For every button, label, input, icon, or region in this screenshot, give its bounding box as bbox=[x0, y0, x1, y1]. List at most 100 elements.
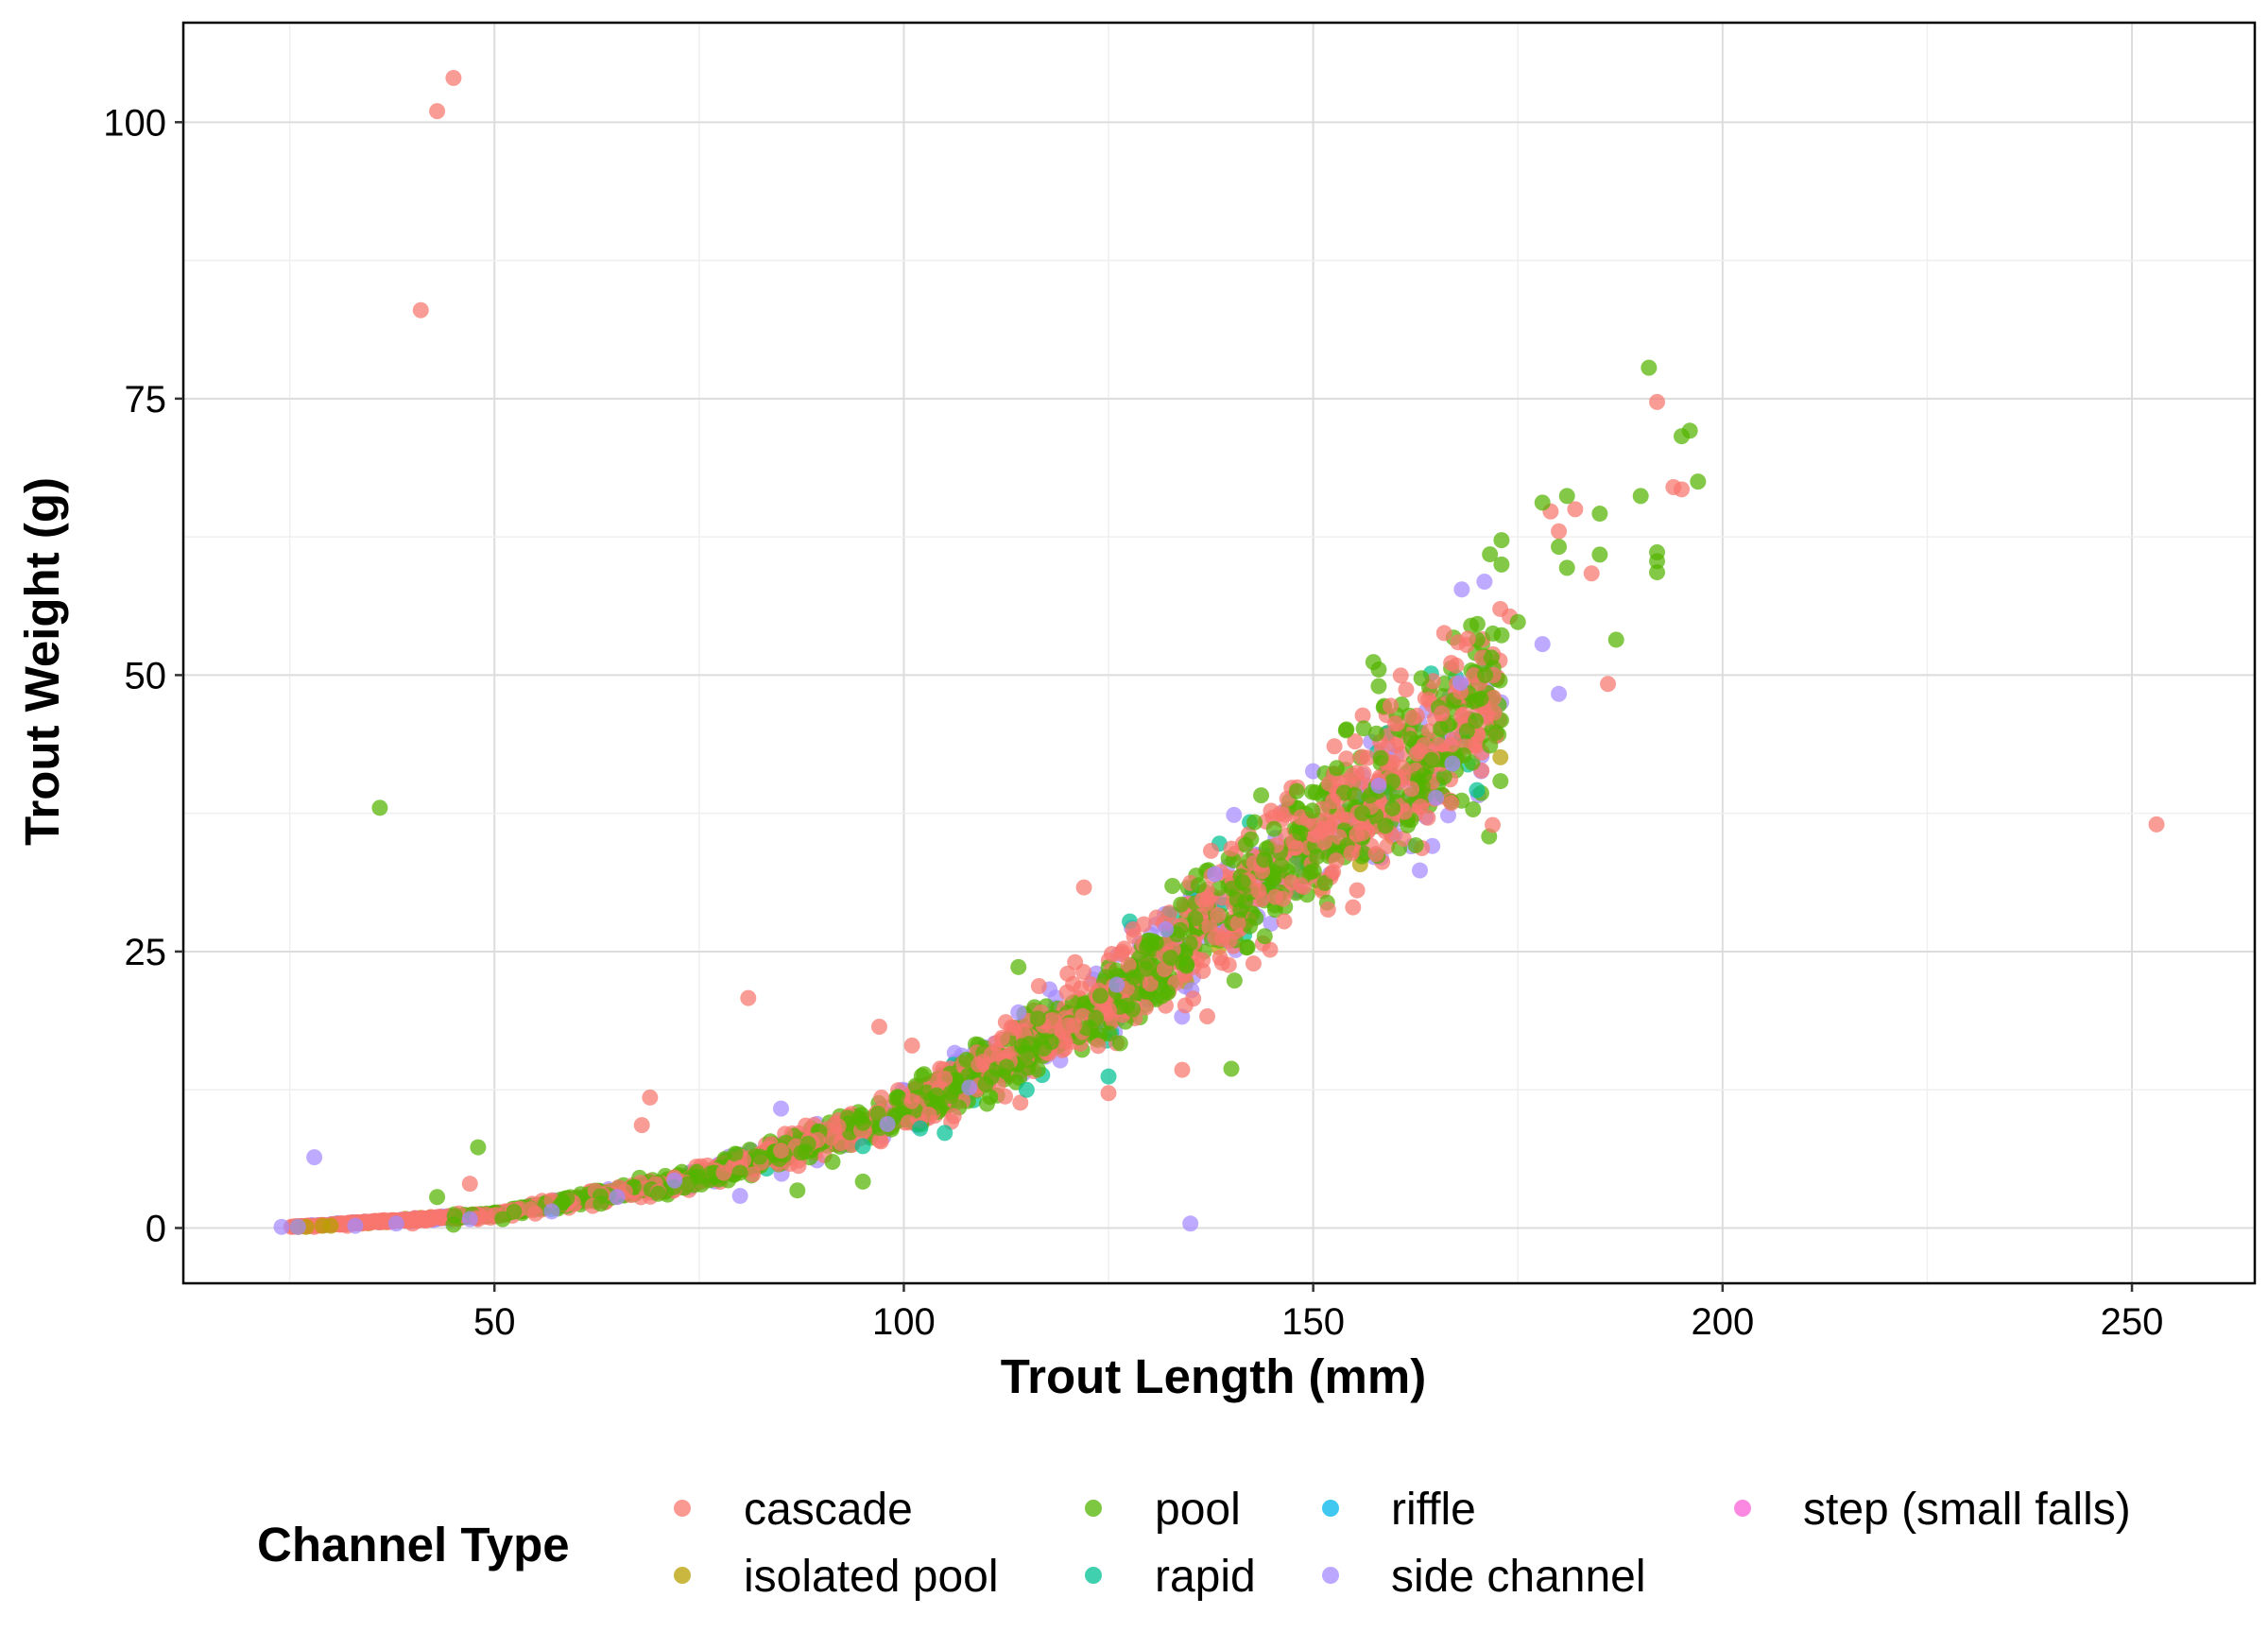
point-pool bbox=[797, 1143, 814, 1160]
point-pool bbox=[1641, 359, 1658, 376]
point-cascade bbox=[1486, 704, 1503, 721]
point-side-channel bbox=[306, 1149, 323, 1166]
point-pool bbox=[1372, 749, 1389, 766]
point-side-channel bbox=[961, 1079, 978, 1096]
point-pool bbox=[1177, 957, 1194, 974]
point-cascade bbox=[1674, 481, 1691, 498]
point-cascade bbox=[1030, 978, 1047, 995]
point-cascade bbox=[1199, 1007, 1216, 1024]
point-cascade bbox=[642, 1089, 659, 1106]
point-cascade bbox=[1114, 943, 1131, 960]
point-cascade bbox=[971, 1056, 988, 1074]
point-pool bbox=[1558, 559, 1575, 576]
point-side-channel bbox=[273, 1218, 290, 1235]
point-cascade bbox=[1059, 965, 1076, 982]
point-cascade bbox=[1392, 667, 1409, 684]
point-pool bbox=[1304, 802, 1321, 819]
point-pool bbox=[731, 1164, 748, 1181]
point-rapid bbox=[854, 1138, 871, 1155]
point-cascade bbox=[1403, 781, 1420, 798]
x-tick-label: 200 bbox=[1691, 1301, 1754, 1343]
point-cascade bbox=[1354, 748, 1371, 765]
point-cascade bbox=[1276, 913, 1293, 930]
point-side-channel bbox=[609, 1189, 626, 1206]
point-pool bbox=[1091, 988, 1108, 1005]
point-cascade bbox=[870, 1019, 887, 1036]
point-pool bbox=[1607, 631, 1624, 648]
point-pool bbox=[1329, 760, 1346, 777]
point-side-channel bbox=[1182, 1215, 1199, 1232]
point-cascade bbox=[1321, 819, 1338, 836]
point-pool bbox=[703, 1164, 720, 1181]
point-side-channel bbox=[1370, 777, 1387, 794]
point-pool bbox=[1239, 938, 1256, 955]
point-pool bbox=[1265, 820, 1282, 837]
point-side-channel bbox=[1010, 1004, 1027, 1021]
point-pool bbox=[1591, 546, 1608, 563]
point-pool bbox=[869, 1105, 886, 1122]
point-side-channel bbox=[1108, 976, 1125, 993]
point-pool bbox=[942, 1084, 959, 1101]
y-tick-label: 75 bbox=[125, 379, 167, 421]
point-pool bbox=[1493, 556, 1510, 573]
point-pool bbox=[371, 799, 388, 816]
point-pool bbox=[1492, 773, 1509, 790]
point-pool bbox=[1632, 488, 1649, 505]
point-pool bbox=[494, 1211, 511, 1228]
point-side-channel bbox=[1207, 866, 1224, 883]
point-cascade bbox=[1174, 1061, 1191, 1078]
point-cascade bbox=[1347, 733, 1364, 750]
point-rapid bbox=[1469, 782, 1486, 799]
legend-key-riffle bbox=[1322, 1500, 1339, 1517]
point-pool bbox=[1558, 488, 1575, 505]
point-side-channel bbox=[1476, 573, 1493, 590]
point-cascade bbox=[993, 1029, 1010, 1046]
point-pool bbox=[650, 1185, 667, 1202]
point-cascade bbox=[920, 1107, 937, 1124]
point-pool bbox=[1029, 1061, 1046, 1078]
point-pool bbox=[1690, 473, 1707, 490]
legend: Channel Type cascade isolated pool pool … bbox=[257, 1485, 2131, 1602]
point-pool bbox=[1141, 932, 1158, 949]
point-pool bbox=[429, 1189, 446, 1206]
legend-item-side-channel: side channel bbox=[1322, 1552, 1646, 1602]
point-side-channel bbox=[543, 1203, 560, 1220]
y-tick-label: 25 bbox=[125, 932, 167, 973]
point-pool bbox=[1649, 564, 1666, 581]
grid-lines bbox=[183, 23, 2255, 1283]
point-pool bbox=[1190, 877, 1207, 894]
point-cascade bbox=[1220, 956, 1237, 973]
point-rapid bbox=[936, 1125, 954, 1142]
point-pool bbox=[1367, 725, 1384, 742]
point-side-channel bbox=[772, 1100, 789, 1117]
point-cascade bbox=[633, 1117, 650, 1134]
point-pool bbox=[1407, 837, 1424, 854]
point-cascade bbox=[461, 1176, 478, 1193]
point-cascade bbox=[1325, 793, 1342, 810]
point-pool bbox=[1243, 831, 1260, 848]
point-pool bbox=[1211, 880, 1228, 897]
point-pool bbox=[998, 1058, 1015, 1075]
point-pool bbox=[1029, 1010, 1046, 1027]
point-side-channel bbox=[347, 1217, 364, 1234]
point-side-channel bbox=[1412, 862, 1429, 879]
point-cascade bbox=[1287, 839, 1304, 856]
point-pool bbox=[1337, 722, 1354, 739]
data-points bbox=[273, 70, 2165, 1235]
point-side-channel bbox=[1453, 581, 1470, 598]
point-pool bbox=[1288, 782, 1305, 799]
x-tick-label: 150 bbox=[1281, 1301, 1345, 1343]
point-cascade bbox=[1349, 882, 1366, 899]
point-cascade bbox=[1100, 1085, 1117, 1102]
point-pool bbox=[679, 1176, 696, 1193]
point-pool bbox=[1164, 877, 1181, 894]
legend-title: Channel Type bbox=[257, 1518, 570, 1572]
point-pool bbox=[1493, 627, 1510, 644]
point-pool bbox=[470, 1139, 487, 1156]
point-cascade bbox=[1101, 1002, 1118, 1019]
point-pool bbox=[1356, 845, 1373, 862]
point-cascade bbox=[1250, 883, 1267, 900]
point-pool bbox=[1487, 724, 1504, 741]
point-cascade bbox=[1398, 681, 1415, 698]
